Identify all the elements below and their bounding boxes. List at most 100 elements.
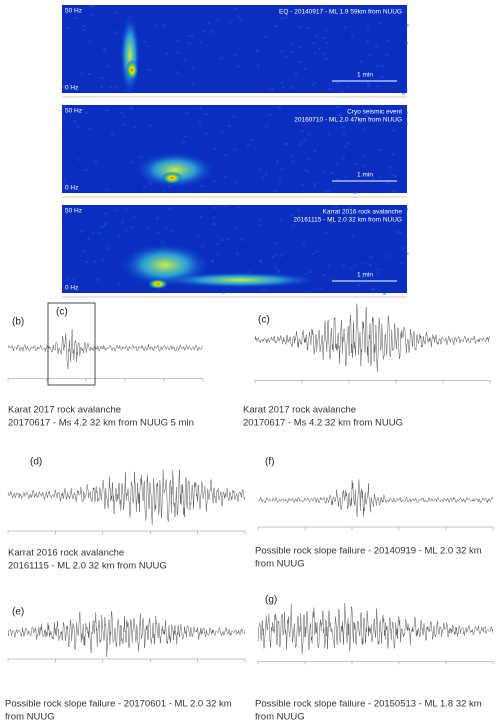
noise: [63, 85, 67, 88]
panel-label: (g): [265, 595, 277, 606]
noise: [100, 77, 104, 80]
noise: [100, 226, 104, 229]
noise: [386, 39, 390, 42]
noise: [279, 254, 283, 257]
noise: [366, 40, 370, 43]
noise: [291, 160, 295, 163]
noise: [97, 232, 101, 235]
noise: [199, 106, 203, 109]
noise: [188, 35, 192, 38]
caption: Possible rock slope failure - 20150513 -…: [255, 699, 482, 710]
noise: [301, 184, 305, 187]
noise: [212, 180, 216, 183]
noise: [103, 222, 107, 225]
noise: [257, 64, 261, 67]
noise: [167, 207, 171, 210]
noise: [268, 113, 272, 116]
energy: [162, 172, 182, 184]
noise: [87, 73, 91, 76]
noise: [322, 274, 326, 277]
noise: [404, 123, 408, 126]
noise: [278, 106, 282, 109]
noise: [106, 247, 110, 250]
noise: [376, 272, 380, 275]
noise: [201, 245, 205, 248]
noise: [275, 160, 279, 163]
inset-label: (c): [56, 307, 68, 318]
noise: [359, 262, 363, 265]
noise: [363, 128, 367, 131]
noise: [305, 291, 309, 294]
caption: Possible rock slope failure - 20170601 -…: [5, 699, 232, 710]
noise: [313, 82, 317, 85]
freq-top: 50 Hz: [65, 8, 82, 15]
noise: [277, 271, 281, 274]
noise: [89, 14, 93, 17]
noise: [289, 213, 293, 216]
caption: 20170617 - Ms 4.2 32 km from NUUG: [243, 418, 403, 429]
noise: [114, 11, 118, 14]
noise: [300, 140, 304, 143]
noise: [262, 288, 266, 291]
noise: [105, 188, 109, 191]
noise: [360, 119, 364, 122]
noise: [80, 72, 84, 75]
noise: [219, 57, 223, 60]
noise: [204, 132, 208, 135]
spectrogram-title: Cryo seismic event: [347, 109, 402, 116]
noise: [379, 149, 383, 152]
noise: [334, 205, 338, 208]
noise: [366, 25, 370, 28]
noise: [226, 238, 230, 241]
noise: [372, 177, 376, 180]
noise: [232, 115, 236, 118]
noise: [360, 276, 364, 279]
noise: [124, 229, 128, 232]
noise: [404, 42, 408, 45]
noise: [374, 45, 378, 48]
noise: [145, 45, 149, 48]
noise: [213, 147, 217, 150]
noise: [66, 277, 70, 280]
energy: [135, 152, 215, 188]
noise: [283, 142, 287, 145]
noise: [77, 158, 81, 161]
noise: [227, 124, 231, 127]
noise: [342, 126, 346, 129]
noise: [198, 121, 202, 124]
noise: [359, 60, 363, 63]
freq-top: 50 Hz: [65, 108, 82, 115]
noise: [300, 130, 304, 133]
noise: [369, 256, 373, 259]
noise: [375, 64, 379, 67]
noise: [368, 54, 372, 57]
noise: [237, 15, 241, 18]
noise: [281, 167, 285, 170]
noise: [155, 217, 159, 220]
noise: [401, 246, 405, 249]
noise: [324, 232, 328, 235]
noise: [171, 230, 175, 233]
noise: [88, 128, 92, 131]
noise: [104, 50, 108, 53]
noise: [338, 120, 342, 123]
noise: [404, 111, 408, 114]
noise: [304, 169, 308, 172]
noise: [211, 260, 215, 263]
noise: [304, 272, 308, 275]
noise: [261, 176, 265, 179]
noise: [315, 250, 319, 253]
noise: [65, 26, 69, 29]
noise: [369, 263, 373, 266]
noise: [330, 172, 334, 175]
noise: [327, 264, 331, 267]
noise: [142, 186, 146, 189]
noise: [367, 84, 371, 87]
noise: [85, 260, 89, 263]
noise: [259, 219, 263, 222]
noise: [146, 226, 150, 229]
noise: [307, 133, 311, 136]
noise: [233, 148, 237, 151]
scale-label: 1 min: [357, 72, 373, 79]
noise: [101, 259, 105, 262]
